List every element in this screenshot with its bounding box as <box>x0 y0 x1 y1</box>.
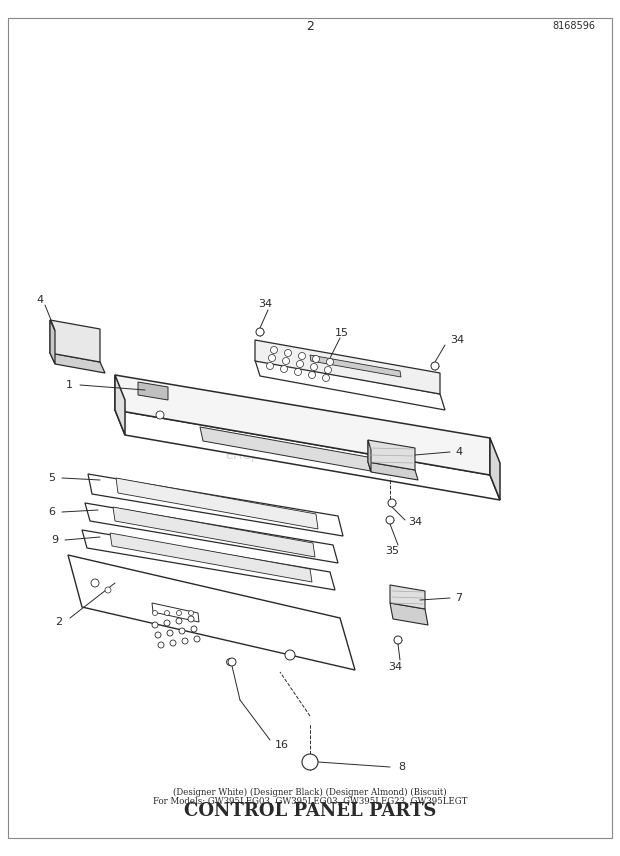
Circle shape <box>188 616 194 622</box>
Text: 8168596: 8168596 <box>552 21 595 31</box>
Text: 15: 15 <box>335 328 349 338</box>
Circle shape <box>167 630 173 636</box>
Circle shape <box>156 411 164 419</box>
Polygon shape <box>68 555 355 670</box>
Circle shape <box>394 636 402 644</box>
Circle shape <box>285 349 291 356</box>
Text: 7: 7 <box>455 593 462 603</box>
Polygon shape <box>115 375 490 475</box>
Circle shape <box>170 640 176 646</box>
Circle shape <box>228 658 236 666</box>
Circle shape <box>267 362 273 370</box>
Circle shape <box>153 610 157 615</box>
Circle shape <box>268 354 275 361</box>
Polygon shape <box>368 440 371 472</box>
Circle shape <box>164 620 170 626</box>
Polygon shape <box>368 462 418 480</box>
Polygon shape <box>115 375 125 435</box>
Text: 2: 2 <box>306 20 314 33</box>
Circle shape <box>388 499 396 507</box>
Circle shape <box>302 754 318 770</box>
Circle shape <box>312 355 319 362</box>
Circle shape <box>294 368 301 376</box>
Polygon shape <box>138 382 168 400</box>
Circle shape <box>182 638 188 644</box>
Polygon shape <box>390 603 428 625</box>
Circle shape <box>283 358 290 365</box>
Circle shape <box>298 353 306 360</box>
Circle shape <box>386 516 394 524</box>
Polygon shape <box>255 360 445 410</box>
Polygon shape <box>88 474 343 536</box>
Circle shape <box>270 347 278 354</box>
Text: 16: 16 <box>275 740 289 750</box>
Text: (Designer White) (Designer Black) (Designer Almond) (Biscuit): (Designer White) (Designer Black) (Desig… <box>173 788 447 797</box>
Circle shape <box>105 587 111 593</box>
Text: 34: 34 <box>388 662 402 672</box>
Circle shape <box>324 366 332 373</box>
Circle shape <box>322 375 329 382</box>
Text: 8: 8 <box>398 762 405 772</box>
Circle shape <box>226 658 234 665</box>
Circle shape <box>191 626 197 632</box>
Text: 34: 34 <box>258 299 272 309</box>
Polygon shape <box>110 533 312 582</box>
Polygon shape <box>255 340 440 394</box>
Circle shape <box>91 579 99 587</box>
Circle shape <box>194 636 200 642</box>
Circle shape <box>296 360 304 367</box>
Polygon shape <box>115 410 500 500</box>
Polygon shape <box>390 585 425 609</box>
Circle shape <box>158 642 164 648</box>
Circle shape <box>176 618 182 624</box>
Circle shape <box>152 622 158 628</box>
Circle shape <box>309 372 316 378</box>
Text: 5: 5 <box>48 473 55 483</box>
Circle shape <box>311 364 317 371</box>
Polygon shape <box>113 507 315 557</box>
Circle shape <box>285 650 295 660</box>
Text: 35: 35 <box>385 546 399 556</box>
Polygon shape <box>82 530 335 590</box>
Text: 6: 6 <box>48 507 55 517</box>
Circle shape <box>256 328 264 336</box>
Circle shape <box>431 362 439 370</box>
Circle shape <box>280 366 288 372</box>
Polygon shape <box>85 503 338 563</box>
Polygon shape <box>50 353 105 373</box>
Circle shape <box>155 632 161 638</box>
Text: eReplacementParts.com: eReplacementParts.com <box>225 448 395 462</box>
Polygon shape <box>368 440 415 470</box>
Circle shape <box>179 628 185 634</box>
Polygon shape <box>116 478 318 529</box>
Text: 2: 2 <box>55 617 62 627</box>
Text: CONTROL PANEL PARTS: CONTROL PANEL PARTS <box>184 802 436 820</box>
Circle shape <box>177 610 182 615</box>
Polygon shape <box>200 427 393 475</box>
Text: 34: 34 <box>450 335 464 345</box>
Polygon shape <box>50 320 55 364</box>
Text: For Models: GW395LEG03, GW395LEG03, GW395LEG23, GW395LEGT: For Models: GW395LEG03, GW395LEG03, GW39… <box>153 797 467 806</box>
Polygon shape <box>152 603 199 622</box>
Text: 34: 34 <box>408 517 422 527</box>
Polygon shape <box>490 438 500 500</box>
Polygon shape <box>310 355 401 377</box>
Text: 1: 1 <box>66 380 73 390</box>
Text: 9: 9 <box>51 535 58 545</box>
Circle shape <box>327 359 334 366</box>
Circle shape <box>188 610 193 615</box>
Text: 4: 4 <box>37 295 43 305</box>
Circle shape <box>164 610 169 615</box>
Polygon shape <box>50 320 100 362</box>
Text: 4: 4 <box>455 447 462 457</box>
